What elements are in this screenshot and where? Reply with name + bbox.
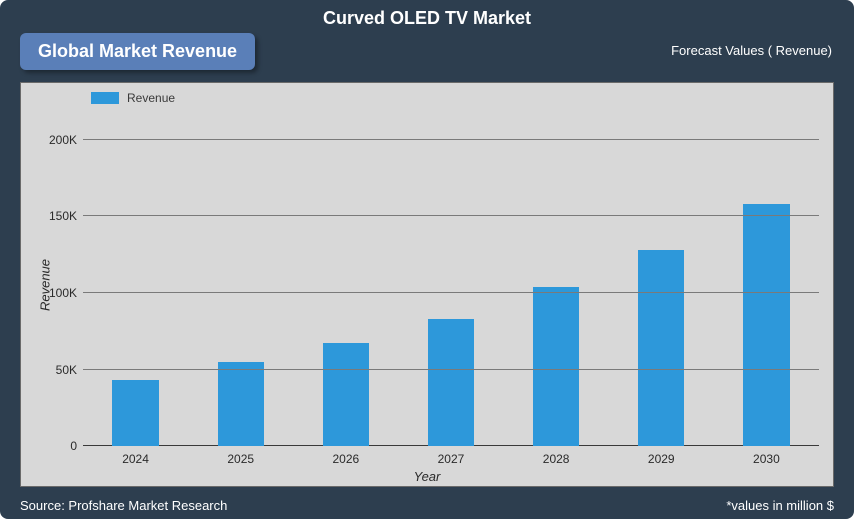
x-axis-label: Year <box>414 469 441 484</box>
bar <box>323 343 369 446</box>
gridline <box>83 139 819 140</box>
chart-container: Curved OLED TV Market Global Market Reve… <box>0 0 854 519</box>
x-tick-label: 2027 <box>438 452 465 466</box>
plot-area: 2024202520262027202820292030 050K100K150… <box>83 117 819 446</box>
bar-slot: 2027 <box>398 117 503 446</box>
chart-area: Revenue Revenue 202420252026202720282029… <box>20 82 834 487</box>
bar-slot: 2026 <box>293 117 398 446</box>
x-tick-label: 2024 <box>122 452 149 466</box>
forecast-label: Forecast Values ( Revenue) <box>671 43 832 58</box>
x-tick-label: 2030 <box>753 452 780 466</box>
subtitle-badge: Global Market Revenue <box>20 33 255 70</box>
bar-slot: 2030 <box>714 117 819 446</box>
x-tick-label: 2026 <box>332 452 359 466</box>
gridline <box>83 292 819 293</box>
legend-label: Revenue <box>127 91 175 105</box>
bars-group: 2024202520262027202820292030 <box>83 117 819 446</box>
x-tick-label: 2029 <box>648 452 675 466</box>
bar <box>218 362 264 446</box>
footer: Source: Profshare Market Research *value… <box>20 498 834 513</box>
x-tick-label: 2028 <box>543 452 570 466</box>
legend: Revenue <box>91 91 175 105</box>
bar-slot: 2024 <box>83 117 188 446</box>
footnote-label: *values in million $ <box>726 498 834 513</box>
y-tick-label: 50K <box>56 363 77 377</box>
bar <box>743 204 789 446</box>
y-tick-label: 150K <box>49 209 77 223</box>
source-label: Source: Profshare Market Research <box>20 498 227 513</box>
subtitle-row: Global Market Revenue Forecast Values ( … <box>0 33 854 76</box>
chart-title: Curved OLED TV Market <box>0 0 854 33</box>
bar <box>428 319 474 446</box>
y-axis-label: Revenue <box>38 258 53 310</box>
bar <box>112 380 158 446</box>
gridline <box>83 215 819 216</box>
bar <box>533 287 579 446</box>
gridline <box>83 369 819 370</box>
bar <box>638 250 684 446</box>
bar-slot: 2029 <box>609 117 714 446</box>
y-tick-label: 100K <box>49 286 77 300</box>
bar-slot: 2028 <box>504 117 609 446</box>
x-tick-label: 2025 <box>227 452 254 466</box>
bar-slot: 2025 <box>188 117 293 446</box>
y-tick-label: 0 <box>70 439 77 453</box>
legend-swatch <box>91 92 119 104</box>
y-tick-label: 200K <box>49 133 77 147</box>
